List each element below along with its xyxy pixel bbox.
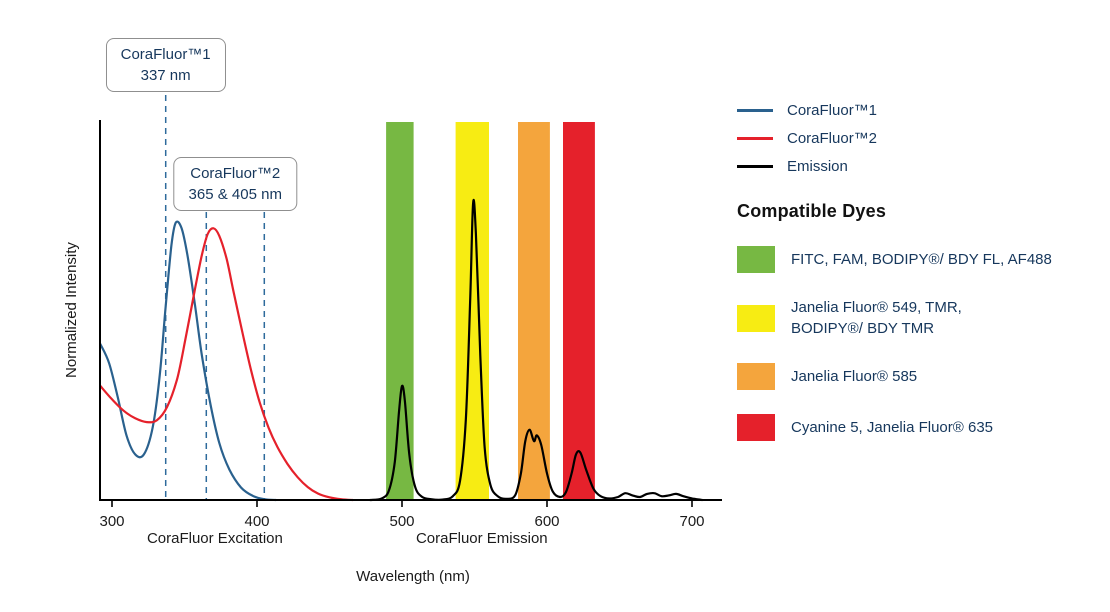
red-dye-swatch	[737, 414, 775, 441]
legend-item-label: CoraFluor™2	[787, 130, 878, 147]
dye-item-label: Janelia Fluor® 549, TMR, BODIPY®/ BDY TM…	[791, 299, 962, 337]
x-tick-label: 700	[679, 513, 704, 530]
dye-item-red: Cyanine 5, Janelia Fluor® 635	[737, 414, 1103, 441]
spectrum-curve-emission	[369, 198, 704, 502]
callout-corafluor1: CoraFluor™1 337 nm	[105, 38, 226, 92]
corafluor2-line-swatch	[737, 137, 773, 140]
legend-item-label: CoraFluor™1	[787, 102, 878, 119]
x-axis-title: Wavelength (nm)	[356, 568, 470, 585]
legend-item-emission: Emission	[737, 158, 1103, 175]
yellow-dye-swatch	[737, 304, 775, 332]
x-tick-label: 600	[534, 513, 559, 530]
callout-corafluor1-wavelength: 337 nm	[140, 67, 191, 84]
x-tick-label: 500	[389, 513, 414, 530]
x-section-label: CoraFluor Emission	[416, 530, 548, 547]
dye-item-yellow: Janelia Fluor® 549, TMR, BODIPY®/ BDY TM…	[737, 297, 1103, 339]
legend-item-label: Emission	[787, 158, 848, 175]
x-section-label: CoraFluor Excitation	[147, 530, 283, 547]
corafluor1-line-swatch	[737, 109, 773, 112]
dye-item-label: Cyanine 5, Janelia Fluor® 635	[791, 419, 994, 436]
dye-item-green: FITC, FAM, BODIPY®/ BDY FL, AF488	[737, 246, 1103, 273]
orange-dye-swatch	[737, 363, 775, 390]
x-tick-label: 400	[244, 513, 269, 530]
dye-legend: FITC, FAM, BODIPY®/ BDY FL, AF488 Janeli…	[737, 246, 1103, 441]
x-tick-label: 300	[99, 513, 124, 530]
dye-item-orange: Janelia Fluor® 585	[737, 363, 1103, 390]
green-dye-swatch	[737, 246, 775, 273]
spectrum-curve-corafluor-1	[99, 220, 277, 502]
spectrum-curve-corafluor-2	[99, 227, 354, 502]
callout-corafluor2-wavelength: 365 & 405 nm	[188, 186, 282, 203]
emission-line-swatch	[737, 165, 773, 168]
callout-corafluor2: CoraFluor™2 365 & 405 nm	[173, 157, 297, 211]
series-legend: CoraFluor™1 CoraFluor™2 Emission	[737, 102, 1103, 175]
compatible-dyes-heading: Compatible Dyes	[737, 201, 887, 221]
dye-item-label: FITC, FAM, BODIPY®/ BDY FL, AF488	[791, 251, 1052, 268]
dye-item-label: Janelia Fluor® 585	[791, 368, 918, 385]
legend-item-corafluor1: CoraFluor™1	[737, 102, 1103, 119]
callout-corafluor1-title: CoraFluor™1	[120, 46, 211, 63]
y-axis-title: Normalized Intensity	[63, 242, 80, 378]
emission-filter-band	[386, 122, 414, 500]
emission-filter-band	[518, 122, 550, 500]
emission-filter-band	[563, 122, 595, 500]
legend-panel: CoraFluor™1 CoraFluor™2 Emission Compati…	[737, 102, 1103, 441]
callout-corafluor2-title: CoraFluor™2	[190, 165, 281, 182]
legend-item-corafluor2: CoraFluor™2	[737, 130, 1103, 147]
